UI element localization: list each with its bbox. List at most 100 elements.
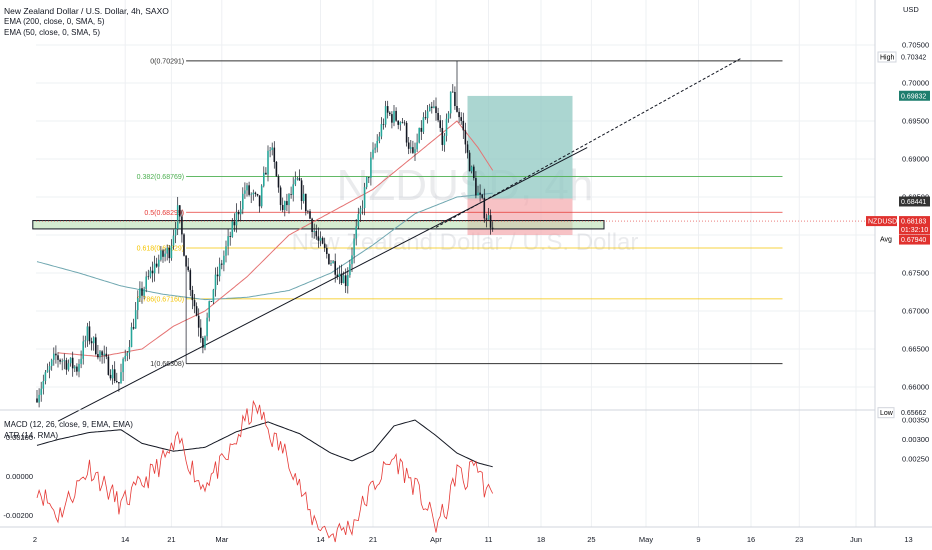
candle-body (141, 288, 143, 296)
candle-body (355, 226, 357, 239)
candle-body (237, 212, 240, 215)
candles (36, 60, 494, 408)
candle-body (307, 211, 309, 212)
candle-body (246, 185, 248, 191)
chart-title[interactable]: New Zealand Dollar / U.S. Dollar, 4h, SA… (4, 6, 169, 16)
candle (487, 207, 490, 220)
candle (466, 140, 469, 159)
time-axis-label: Jun (850, 535, 862, 544)
candle (416, 133, 418, 152)
candle-body (391, 114, 393, 123)
candle (342, 271, 345, 284)
candle-body (384, 106, 387, 125)
fib-label: 0.5(0.68299) (144, 210, 184, 217)
candle (418, 127, 420, 144)
candle-body (69, 357, 72, 364)
position-target-zone (467, 95, 573, 199)
candle (65, 357, 68, 375)
candle-body (57, 355, 59, 360)
candle-body (244, 190, 246, 194)
candle (139, 281, 141, 302)
candle-body (374, 147, 376, 150)
fib-label: 0(0.70291) (150, 58, 184, 65)
candle-body (118, 382, 120, 384)
candle-body (252, 192, 255, 195)
candle (174, 221, 177, 244)
candle (296, 176, 299, 181)
candle-body (452, 91, 454, 93)
candle-body (456, 106, 458, 112)
candle (216, 266, 219, 286)
candle (443, 133, 446, 152)
candle-body (265, 172, 267, 175)
candle (351, 247, 353, 273)
candle (473, 164, 475, 181)
candle (292, 177, 294, 202)
macd-line (36, 399, 494, 543)
candle (235, 203, 238, 233)
candle-body (88, 326, 91, 342)
candle (277, 174, 280, 193)
candle-body (260, 185, 263, 207)
candle (305, 193, 307, 216)
currency-label[interactable]: USD (903, 5, 919, 14)
candle (405, 121, 408, 147)
candle-body (160, 250, 162, 260)
candle (317, 227, 320, 248)
candle (116, 372, 118, 384)
candle (101, 350, 103, 364)
candle (250, 192, 252, 204)
candle (84, 335, 87, 348)
candle (237, 209, 240, 222)
candle-body (120, 372, 122, 384)
candle (399, 121, 402, 131)
candle-body (267, 150, 269, 175)
candle-body (126, 352, 129, 356)
candle (462, 112, 465, 139)
candle-body (128, 346, 131, 353)
candle-body (389, 112, 391, 115)
candle-body (361, 207, 364, 209)
candle-body (481, 194, 483, 198)
current-countdown: 01:32:10 (901, 227, 928, 234)
candle-body (326, 247, 328, 255)
candle-body (137, 298, 139, 311)
candle (359, 205, 362, 222)
candle-body (76, 366, 78, 372)
candle-body (124, 355, 126, 360)
candle-body (170, 245, 173, 259)
ema50-legend[interactable]: EMA (50, close, 0, SMA, 5) (4, 28, 101, 37)
candle (107, 354, 110, 376)
candle-body (36, 398, 38, 403)
candle-body (311, 218, 313, 232)
candle (340, 264, 343, 285)
candle-body (298, 178, 301, 181)
candle-body (149, 270, 152, 277)
candle (382, 118, 385, 130)
current-price-bg (899, 216, 930, 235)
candle-body (397, 120, 399, 125)
candle-body (256, 193, 259, 196)
candle (441, 120, 444, 151)
time-axis-label: 14 (316, 535, 324, 544)
price-tag: 0.68441 (899, 196, 930, 207)
candle (260, 184, 263, 209)
candle-body (414, 149, 416, 153)
candle-body (208, 301, 210, 318)
candle (248, 181, 250, 197)
candle (191, 285, 194, 310)
price-tag-bg (899, 196, 930, 207)
atr-legend[interactable]: ATR (14, RMA) (4, 431, 59, 440)
macd-legend[interactable]: MACD (12, 26, close, 9, EMA, EMA) (4, 420, 133, 429)
candle (78, 359, 80, 378)
time-axis-label: 18 (537, 535, 545, 544)
ema200-line (36, 192, 493, 301)
fib-label: 0.786(0.67160) (137, 296, 184, 303)
candle-body (485, 218, 488, 220)
candle-body (258, 195, 261, 207)
ema200-legend[interactable]: EMA (200, close, 0, SMA, 5) (4, 17, 105, 26)
candle (242, 187, 244, 215)
candle-body (372, 149, 374, 158)
candle-body (174, 228, 177, 236)
